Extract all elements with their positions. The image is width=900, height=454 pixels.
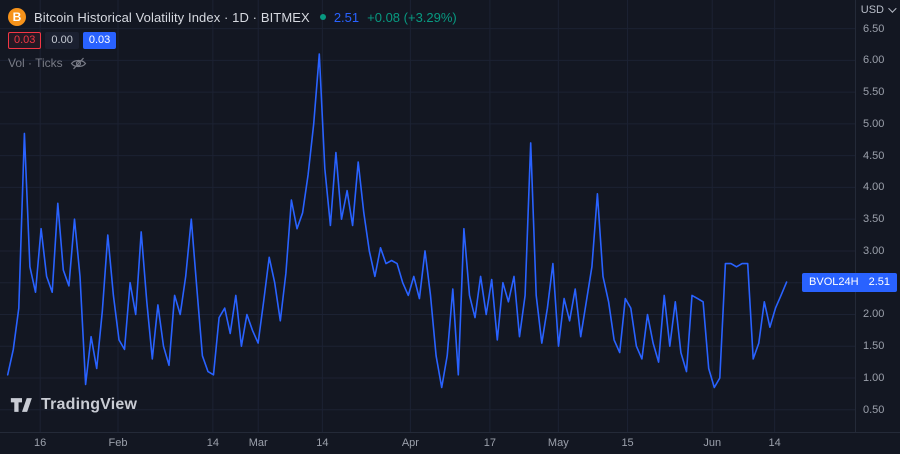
time-tick-label: 14	[316, 437, 329, 449]
price-line-series	[6, 53, 788, 389]
time-tick-label: Feb	[108, 437, 128, 449]
eye-off-icon[interactable]	[70, 57, 87, 70]
price-tick-label: 3.00	[863, 244, 885, 257]
price-tick-label: 5.50	[863, 86, 885, 99]
currency-label: USD	[860, 4, 884, 16]
time-tick-label: 14	[768, 437, 781, 449]
chart-canvas[interactable]: B Bitcoin Historical Volatility Index · …	[0, 0, 855, 432]
price-label-symbol: BVOL24H	[809, 276, 859, 289]
time-tick-label: 16	[34, 437, 47, 449]
last-price-value: 2.51	[333, 9, 360, 25]
price-tick-label: 3.50	[863, 213, 885, 226]
last-price-label: BVOL24H 2.51	[802, 272, 897, 292]
time-tick-label: 17	[483, 437, 497, 449]
time-tick-label: 15	[621, 437, 634, 449]
price-tick-label: 4.00	[863, 181, 885, 194]
tradingview-logo-icon	[10, 398, 32, 412]
price-tick-label: 1.50	[863, 340, 885, 353]
price-change: +0.08 (+3.29%)	[367, 9, 457, 25]
price-tick-label: 1.00	[863, 372, 885, 384]
legend-values-row: 0.03 0.00 0.03	[8, 32, 457, 49]
time-tick-label: 14	[206, 437, 220, 449]
market-status-dot[interactable]	[319, 14, 326, 20]
price-tick-label: 2.00	[863, 308, 885, 321]
price-tick-label: 6.50	[863, 22, 885, 35]
time-tick-label: Jun	[703, 437, 722, 449]
time-tick-label: Apr	[401, 437, 419, 449]
time-tick-label: May	[547, 437, 569, 449]
tradingview-logo[interactable]: TradingView	[10, 396, 137, 414]
value-badge-red: 0.03	[8, 32, 42, 49]
price-axis[interactable]: USD 0.501.001.502.002.503.003.504.004.50…	[855, 0, 900, 432]
chart-legend: B Bitcoin Historical Volatility Index · …	[8, 7, 457, 70]
time-axis[interactable]: 16 Feb 14 Mar 14 Apr 17 May 15 Jun 14	[0, 432, 900, 454]
value-badge-blue: 0.03	[82, 32, 117, 49]
chart-svg	[0, 0, 855, 432]
currency-selector[interactable]: USD	[860, 4, 897, 16]
legend-indicator-row: Vol · Ticks	[8, 56, 457, 70]
price-tick-label: 5.00	[863, 117, 885, 130]
tradingview-logo-text: TradingView	[41, 396, 138, 413]
time-tick-label: Mar	[248, 437, 268, 449]
price-tick-label: 0.50	[863, 403, 885, 416]
price-label-value: 2.51	[868, 276, 890, 289]
price-tick-label: 4.50	[863, 149, 885, 162]
symbol-title[interactable]: Bitcoin Historical Volatility Index · 1D…	[34, 9, 310, 25]
value-badge-plain: 0.00	[45, 32, 79, 49]
price-tick-label: 6.00	[863, 54, 885, 67]
volume-indicator-label[interactable]: Vol · Ticks	[8, 56, 63, 70]
legend-title-row: B Bitcoin Historical Volatility Index · …	[8, 7, 457, 27]
bitcoin-icon: B	[8, 8, 26, 26]
chevron-down-icon	[888, 4, 897, 13]
